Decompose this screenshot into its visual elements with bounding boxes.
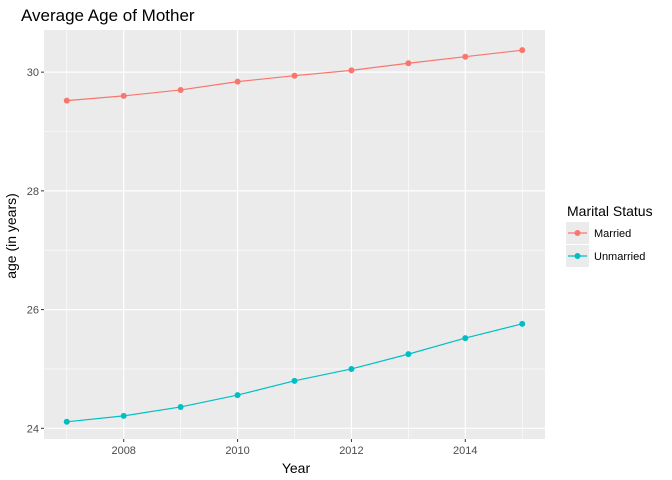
y-axis: 24 26 28 30 — [27, 67, 44, 435]
data-point-unmarried — [291, 377, 298, 384]
data-point-married — [177, 86, 184, 93]
y-axis-title: age (in years) — [3, 193, 19, 279]
data-point-unmarried — [462, 335, 469, 342]
data-point-married — [348, 67, 355, 74]
x-axis-title: Year — [282, 460, 311, 476]
data-point-married — [234, 78, 241, 85]
legend: Marital Status Married Unmarried — [566, 203, 653, 267]
chart-title: Average Age of Mother — [21, 6, 195, 25]
legend-point-married — [574, 230, 581, 236]
legend-point-unmarried — [574, 253, 581, 259]
y-tick-label: 24 — [27, 423, 39, 435]
data-point-unmarried — [177, 403, 184, 410]
y-tick-label: 26 — [27, 305, 39, 317]
data-point-unmarried — [120, 412, 127, 419]
series-group — [63, 47, 526, 425]
data-point-married — [462, 53, 469, 60]
legend-label-unmarried: Unmarried — [594, 251, 645, 263]
data-point-unmarried — [63, 418, 70, 425]
data-point-unmarried — [405, 351, 412, 358]
data-point-married — [519, 47, 526, 54]
data-point-unmarried — [519, 320, 526, 327]
data-point-married — [405, 60, 412, 67]
x-tick-label: 2014 — [453, 445, 477, 457]
y-tick-label: 28 — [27, 186, 39, 198]
data-point-unmarried — [348, 365, 355, 372]
data-point-married — [120, 92, 127, 99]
data-point-married — [291, 72, 298, 79]
data-point-married — [63, 97, 70, 104]
x-tick-label: 2008 — [111, 445, 135, 457]
x-axis: 2008 2010 2012 2014 — [111, 439, 478, 457]
data-point-unmarried — [234, 392, 241, 399]
legend-label-married: Married — [594, 228, 631, 240]
legend-title: Marital Status — [567, 203, 653, 219]
x-tick-label: 2012 — [339, 445, 363, 457]
x-tick-label: 2010 — [225, 445, 249, 457]
y-tick-label: 30 — [27, 67, 39, 79]
